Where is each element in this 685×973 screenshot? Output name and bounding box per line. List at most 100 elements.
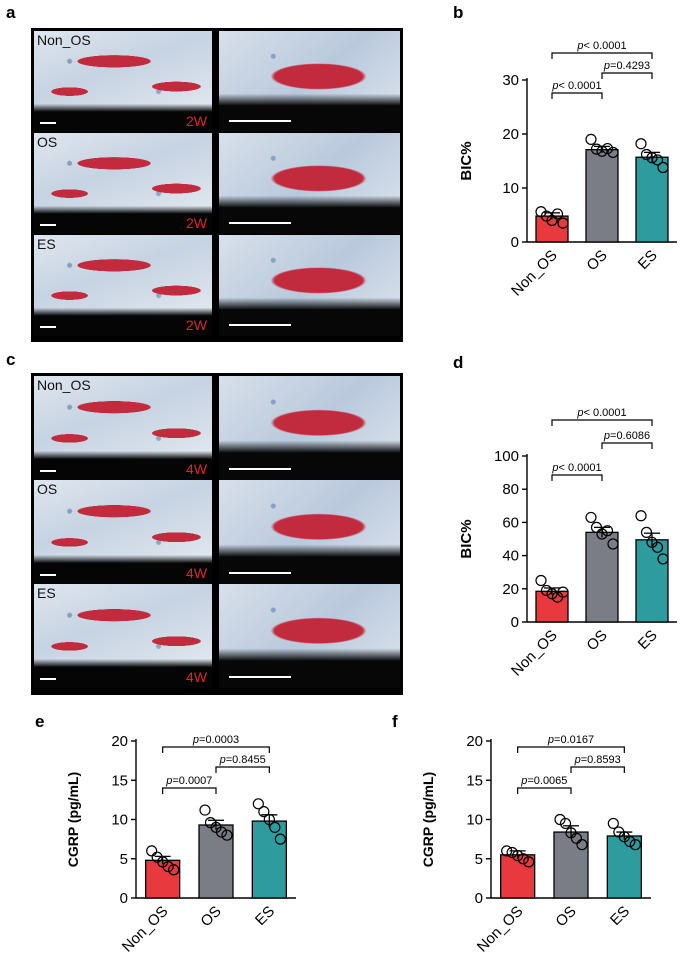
histology-tile-zoom — [219, 584, 400, 688]
data-point — [554, 813, 566, 826]
y-tick-label: 5 — [120, 851, 128, 868]
histology-group-label: Non_OS — [37, 377, 91, 393]
data-point — [199, 804, 211, 816]
significance-bracket — [215, 766, 270, 773]
data-point — [601, 525, 614, 537]
scale-bar — [40, 574, 56, 576]
histology-group-label: Non_OS — [37, 32, 91, 48]
p-value-label: p< 0.0001 — [551, 80, 601, 92]
histology-tile-overview: OS 4W — [34, 480, 212, 584]
data-point — [635, 138, 647, 150]
data-point — [540, 584, 553, 597]
x-tick-label: Non_OS — [508, 247, 561, 300]
y-tick-label: 20 — [111, 733, 128, 750]
panel-label-c: c — [6, 350, 16, 369]
significance-bracket — [517, 787, 572, 794]
bar-chart-d: 0 20 40 60 80 100 BIC% Non_OS OS ES p< 0.0001 p< 0.… — [458, 407, 677, 680]
histology-tile-zoom — [219, 31, 400, 132]
data-point — [274, 833, 286, 845]
x-tick-label: Non_OS — [119, 903, 172, 956]
data-point — [646, 152, 658, 164]
histology-group-label: ES — [37, 585, 56, 601]
x-tick-label: OS — [583, 247, 610, 274]
significance-bracket — [162, 787, 217, 794]
data-point — [263, 813, 275, 826]
data-point — [657, 161, 669, 174]
histology-group-label: OS — [37, 481, 58, 497]
data-point — [258, 806, 270, 818]
x-tick-label: ES — [252, 903, 278, 929]
data-point — [546, 214, 558, 226]
y-tick-label: 0 — [511, 614, 519, 631]
p-value-label: p=0.6086 — [603, 430, 650, 442]
y-axis-label: CGRP (pg/mL) — [420, 772, 436, 867]
scale-bar — [229, 222, 291, 224]
bar-os — [585, 149, 619, 243]
y-tick-label: 10 — [111, 812, 128, 829]
significance-bracket — [601, 72, 653, 79]
panel-label-b: b — [453, 3, 464, 22]
histology-tile-overview: OS 2W — [34, 133, 212, 234]
y-tick-label: 10 — [502, 180, 519, 197]
scale-bar — [40, 326, 56, 328]
p-value-label: p=0.8455 — [219, 754, 266, 766]
significance-bracket — [551, 419, 653, 426]
data-point — [168, 864, 180, 876]
bar-non-os — [500, 854, 536, 899]
y-tick-label: 30 — [502, 72, 519, 89]
p-value-label: p=0.8593 — [574, 754, 621, 766]
data-point — [585, 133, 597, 146]
bar-chart-e: 0 5 10 15 20 CGRP (pg/mL) Non_OS OS ES p=0.0003 p=… — [65, 733, 296, 956]
p-value-label: p=0.4293 — [603, 60, 650, 72]
p-value-label: p=0.0007 — [165, 775, 212, 787]
y-axis-label: BIC% — [458, 141, 475, 180]
data-point — [635, 510, 647, 522]
bar-es — [635, 539, 669, 623]
panel-label-e: e — [35, 712, 45, 731]
y-tick-label: 5 — [475, 851, 483, 868]
y-tick-label: 20 — [502, 581, 519, 598]
y-axis-label: CGRP (pg/mL) — [65, 772, 81, 867]
y-tick-label: 10 — [466, 812, 483, 829]
data-point — [607, 538, 619, 550]
scale-bar — [40, 224, 56, 226]
data-point — [512, 850, 524, 862]
data-point — [629, 839, 641, 851]
bar-non-os — [535, 215, 569, 243]
data-point — [221, 829, 233, 841]
scale-bar — [229, 324, 291, 326]
y-tick-label: 15 — [111, 772, 128, 789]
x-tick-label: ES — [607, 903, 633, 929]
data-point — [523, 856, 535, 868]
scale-bar — [229, 572, 291, 574]
significance-bracket — [551, 92, 603, 99]
data-point — [651, 541, 664, 553]
data-point — [607, 817, 619, 830]
histology-tile-overview: ES 4W — [34, 584, 212, 688]
panel-label-a: a — [6, 3, 16, 22]
data-point — [252, 798, 264, 810]
data-point — [535, 574, 547, 587]
x-tick-label: OS — [197, 903, 224, 930]
data-point — [146, 845, 158, 857]
p-value-label: p< 0.0001 — [576, 40, 626, 52]
scale-bar — [40, 122, 56, 124]
histology-tile-overview: ES 2W — [34, 235, 212, 336]
data-point — [624, 835, 636, 848]
y-tick-label: 0 — [475, 890, 483, 907]
y-tick-label: 40 — [502, 548, 519, 565]
p-value-label: p=0.0065 — [520, 775, 567, 787]
panel-label-f: f — [392, 712, 398, 731]
data-point — [596, 528, 608, 540]
p-value-label: p=0.0167 — [547, 734, 594, 746]
bar-non-os — [535, 590, 569, 623]
histology-week-label: 2W — [186, 113, 207, 129]
data-point — [640, 526, 653, 538]
data-point — [570, 832, 583, 844]
data-point — [559, 817, 572, 830]
histology-week-label: 4W — [186, 461, 207, 477]
histology-week-label: 2W — [186, 215, 207, 231]
bar-os — [198, 824, 234, 899]
y-axis-label: BIC% — [458, 519, 475, 558]
